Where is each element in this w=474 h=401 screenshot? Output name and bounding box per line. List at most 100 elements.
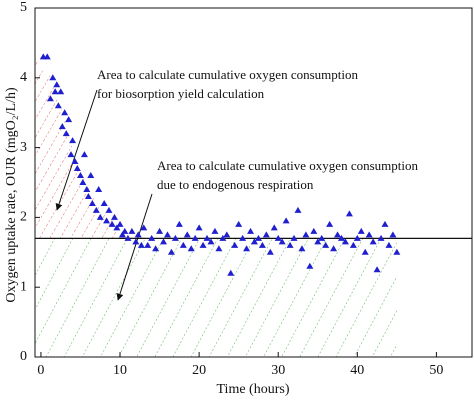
data-point bbox=[191, 234, 199, 241]
data-point bbox=[278, 238, 286, 245]
x-tick-label: 50 bbox=[429, 363, 443, 378]
data-point bbox=[118, 231, 126, 238]
data-point bbox=[199, 241, 207, 248]
data-point bbox=[57, 88, 65, 95]
data-point bbox=[262, 231, 270, 238]
data-point bbox=[306, 262, 314, 269]
data-point bbox=[179, 241, 187, 248]
data-point bbox=[140, 224, 148, 231]
data-point bbox=[235, 220, 243, 227]
data-point bbox=[96, 213, 104, 220]
data-point bbox=[92, 206, 100, 213]
data-point bbox=[71, 158, 79, 165]
data-point bbox=[80, 151, 88, 158]
data-point bbox=[334, 231, 342, 238]
data-point bbox=[62, 130, 70, 137]
data-point bbox=[282, 217, 290, 224]
annotation: Area to calculate cumulative oxygen cons… bbox=[157, 158, 418, 173]
data-point bbox=[88, 199, 96, 206]
data-point bbox=[381, 220, 389, 227]
data-point bbox=[175, 220, 183, 227]
arrow bbox=[55, 89, 98, 211]
data-point bbox=[357, 227, 365, 234]
data-point bbox=[373, 266, 381, 273]
data-point bbox=[203, 234, 211, 241]
data-point bbox=[116, 220, 124, 227]
x-tick-label: 0 bbox=[37, 363, 44, 378]
data-point bbox=[266, 248, 274, 255]
x-tick-label: 10 bbox=[113, 363, 127, 378]
data-point bbox=[207, 238, 215, 245]
data-point bbox=[298, 245, 306, 252]
annotation: Area to calculate cumulative oxygen cons… bbox=[97, 67, 358, 82]
data-point bbox=[95, 185, 103, 192]
data-point bbox=[187, 245, 195, 252]
data-point bbox=[227, 269, 235, 276]
data-point bbox=[377, 234, 385, 241]
y-tick-label: 4 bbox=[20, 70, 27, 85]
regions bbox=[35, 56, 397, 357]
data-point bbox=[211, 227, 219, 234]
x-axis-label: Time (hours) bbox=[217, 382, 290, 397]
y-tick-label: 5 bbox=[20, 0, 27, 15]
data-point bbox=[286, 241, 294, 248]
data-point bbox=[223, 231, 231, 238]
data-point bbox=[144, 241, 152, 248]
arrow bbox=[116, 193, 153, 301]
data-point bbox=[183, 231, 191, 238]
data-point bbox=[134, 231, 142, 238]
data-point bbox=[314, 238, 322, 245]
data-point bbox=[73, 165, 81, 172]
data-point bbox=[330, 245, 338, 252]
data-point bbox=[385, 241, 393, 248]
data-point bbox=[137, 241, 145, 248]
data-point bbox=[310, 227, 318, 234]
data-point bbox=[53, 81, 61, 88]
data-point bbox=[258, 241, 266, 248]
data-point bbox=[103, 217, 111, 224]
data-point bbox=[365, 231, 373, 238]
data-point bbox=[349, 241, 357, 248]
data-point bbox=[105, 206, 113, 213]
y-tick-label: 2 bbox=[20, 210, 27, 225]
data-point bbox=[239, 234, 247, 241]
data-point bbox=[128, 227, 136, 234]
data-point bbox=[274, 234, 282, 241]
data-point bbox=[61, 109, 69, 116]
data-point bbox=[247, 227, 255, 234]
data-point bbox=[243, 245, 251, 252]
annotation: due to endogenous respiration bbox=[157, 177, 314, 192]
data-point bbox=[132, 238, 140, 245]
data-point bbox=[46, 95, 54, 102]
data-point bbox=[322, 241, 330, 248]
data-point bbox=[326, 220, 334, 227]
data-point bbox=[290, 234, 298, 241]
green-region bbox=[35, 238, 397, 357]
data-point bbox=[302, 231, 310, 238]
data-point bbox=[108, 220, 116, 227]
data-point bbox=[341, 238, 349, 245]
data-point bbox=[270, 224, 278, 231]
data-point bbox=[254, 234, 262, 241]
data-point bbox=[361, 248, 369, 255]
y-tick-label: 3 bbox=[20, 140, 27, 155]
data-point bbox=[69, 137, 77, 144]
data-point bbox=[215, 245, 223, 252]
data-point bbox=[171, 234, 179, 241]
data-point bbox=[43, 53, 51, 60]
data-point bbox=[250, 238, 258, 245]
data-point bbox=[195, 224, 203, 231]
data-point bbox=[163, 231, 171, 238]
data-point bbox=[84, 192, 92, 199]
data-point bbox=[389, 231, 397, 238]
data-point bbox=[113, 224, 121, 231]
data-point bbox=[54, 102, 62, 109]
plot-frame bbox=[34, 7, 473, 358]
y-tick-label: 1 bbox=[20, 279, 27, 294]
data-point bbox=[167, 248, 175, 255]
data-point bbox=[65, 116, 73, 123]
data-point bbox=[294, 206, 302, 213]
data-point bbox=[345, 210, 353, 217]
